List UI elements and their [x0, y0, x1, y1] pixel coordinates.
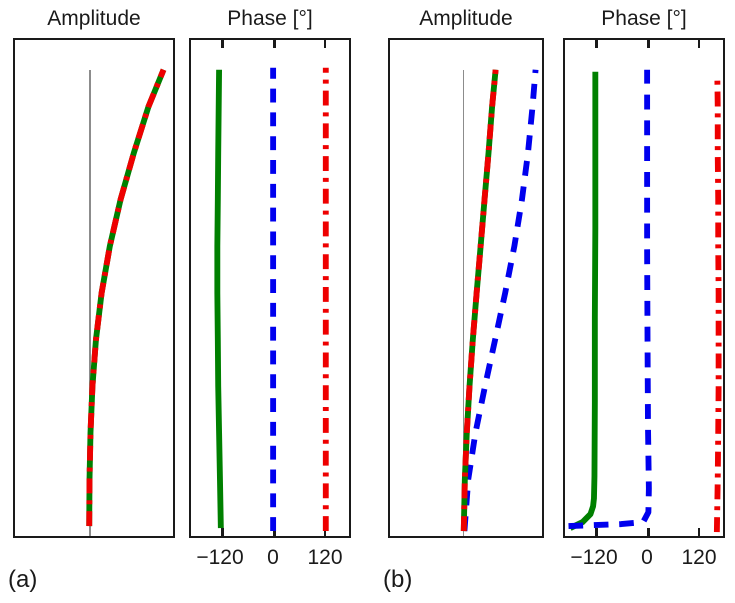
- panel-b-amplitude-title: Amplitude: [419, 7, 513, 30]
- panel-a-phase-plot: [189, 38, 351, 538]
- panel-b-phase-plot: [563, 38, 725, 538]
- phase-tick-top-plus120: [323, 40, 327, 48]
- curve-green-solid: [214, 69, 224, 529]
- panel-b-phase-ticklabel-2: 120: [681, 546, 717, 569]
- phase-tick-top-zero: [273, 40, 276, 48]
- phase-tick-bottom-plus120: [697, 528, 701, 536]
- panel-b-phase-curves: [568, 69, 722, 533]
- panel-a-phase-ticklabel-2: 120: [307, 546, 343, 569]
- phase-tick-bottom-zero: [647, 528, 650, 536]
- panel-a-phase-ticklabel-1: 0: [267, 546, 279, 569]
- curve-blue-dashed: [461, 69, 539, 532]
- phase-tick-bottom-zero: [273, 528, 276, 536]
- curve-red-dashdot: [460, 69, 499, 532]
- phase-tick-top-minus120: [221, 40, 224, 48]
- curve-blue-dashed: [568, 69, 652, 530]
- phase-tick-top-minus120: [595, 40, 598, 48]
- curve-green-solid: [86, 68, 167, 527]
- panel-label-a: (a): [8, 566, 38, 593]
- phase-tick-bottom-minus120: [595, 528, 598, 536]
- panel-b-amplitude-reference-line: [462, 70, 465, 536]
- panel-a-amplitude-reference-line: [89, 70, 91, 536]
- curve-red-dashdot: [713, 77, 722, 533]
- phase-tick-bottom-plus120: [323, 528, 327, 536]
- panel-b-phase-title: Phase [°]: [601, 7, 687, 30]
- curve-green-solid: [569, 71, 599, 531]
- panel-b-amplitude-curves: [460, 69, 539, 532]
- panel-a-phase-title: Phase [°]: [227, 7, 313, 30]
- panel-b-phase-ticklabel-0: −120: [570, 546, 618, 569]
- panel-b-phase-ticklabel-1: 0: [641, 546, 653, 569]
- panel-label-b: (b): [383, 566, 413, 593]
- panel-b-amplitude-plot: [388, 38, 544, 538]
- phase-tick-top-plus120: [697, 40, 701, 48]
- panel-a-amplitude-title: Amplitude: [47, 7, 141, 30]
- panel-a-amplitude-plot: [13, 38, 175, 538]
- phase-tick-bottom-minus120: [221, 528, 224, 536]
- panel-a-amplitude-curves: [86, 68, 167, 527]
- panel-a-phase-curves: [214, 67, 329, 532]
- curve-red-dashdot: [86, 68, 167, 527]
- panel-a-phase-ticklabel-0: −120: [196, 546, 244, 569]
- phase-tick-top-zero: [647, 40, 650, 48]
